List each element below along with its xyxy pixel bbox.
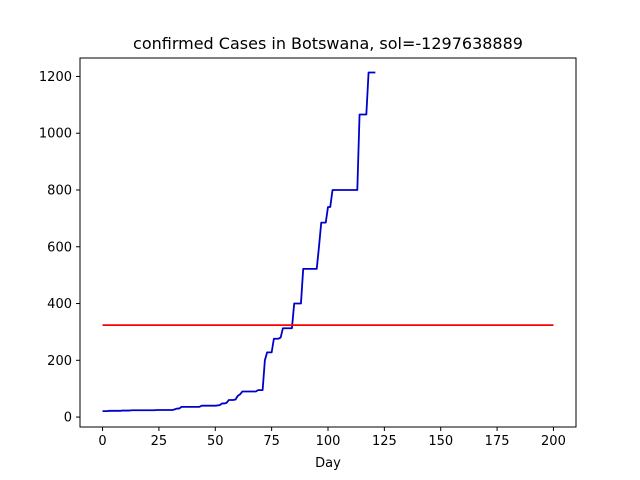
x-tick-label: 100 xyxy=(316,434,341,449)
chart-title: confirmed Cases in Botswana, sol=-129763… xyxy=(133,34,523,53)
x-tick-label: 50 xyxy=(207,434,224,449)
y-tick-label: 800 xyxy=(47,183,72,198)
y-tick-label: 1200 xyxy=(39,70,72,85)
y-tick-label: 400 xyxy=(47,297,72,312)
series-line-0 xyxy=(102,71,376,413)
x-tick-label: 175 xyxy=(485,434,510,449)
y-axis-ticks: 0 200 400 600 800 1000 1200 xyxy=(39,70,80,426)
x-tick-label: 75 xyxy=(263,434,280,449)
y-tick-label: 200 xyxy=(47,354,72,369)
x-tick-label: 200 xyxy=(541,434,566,449)
x-tick-label: 25 xyxy=(151,434,168,449)
x-tick-label: 0 xyxy=(98,434,106,449)
series-layer xyxy=(102,71,554,413)
x-axis-ticks: 0 25 50 75 100 125 150 175 200 xyxy=(98,427,566,449)
y-tick-label: 1000 xyxy=(39,127,72,142)
y-tick-label: 0 xyxy=(64,411,72,426)
y-tick-label: 600 xyxy=(47,240,72,255)
x-tick-label: 150 xyxy=(428,434,453,449)
x-tick-label: 125 xyxy=(372,434,397,449)
x-axis-title: Day xyxy=(315,456,341,471)
